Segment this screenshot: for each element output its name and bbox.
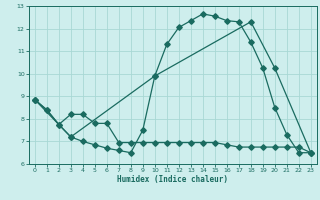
X-axis label: Humidex (Indice chaleur): Humidex (Indice chaleur) [117,175,228,184]
